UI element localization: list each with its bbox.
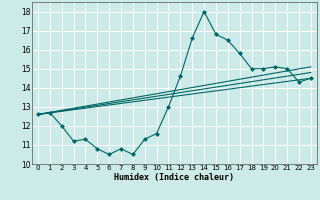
X-axis label: Humidex (Indice chaleur): Humidex (Indice chaleur) (115, 173, 234, 182)
